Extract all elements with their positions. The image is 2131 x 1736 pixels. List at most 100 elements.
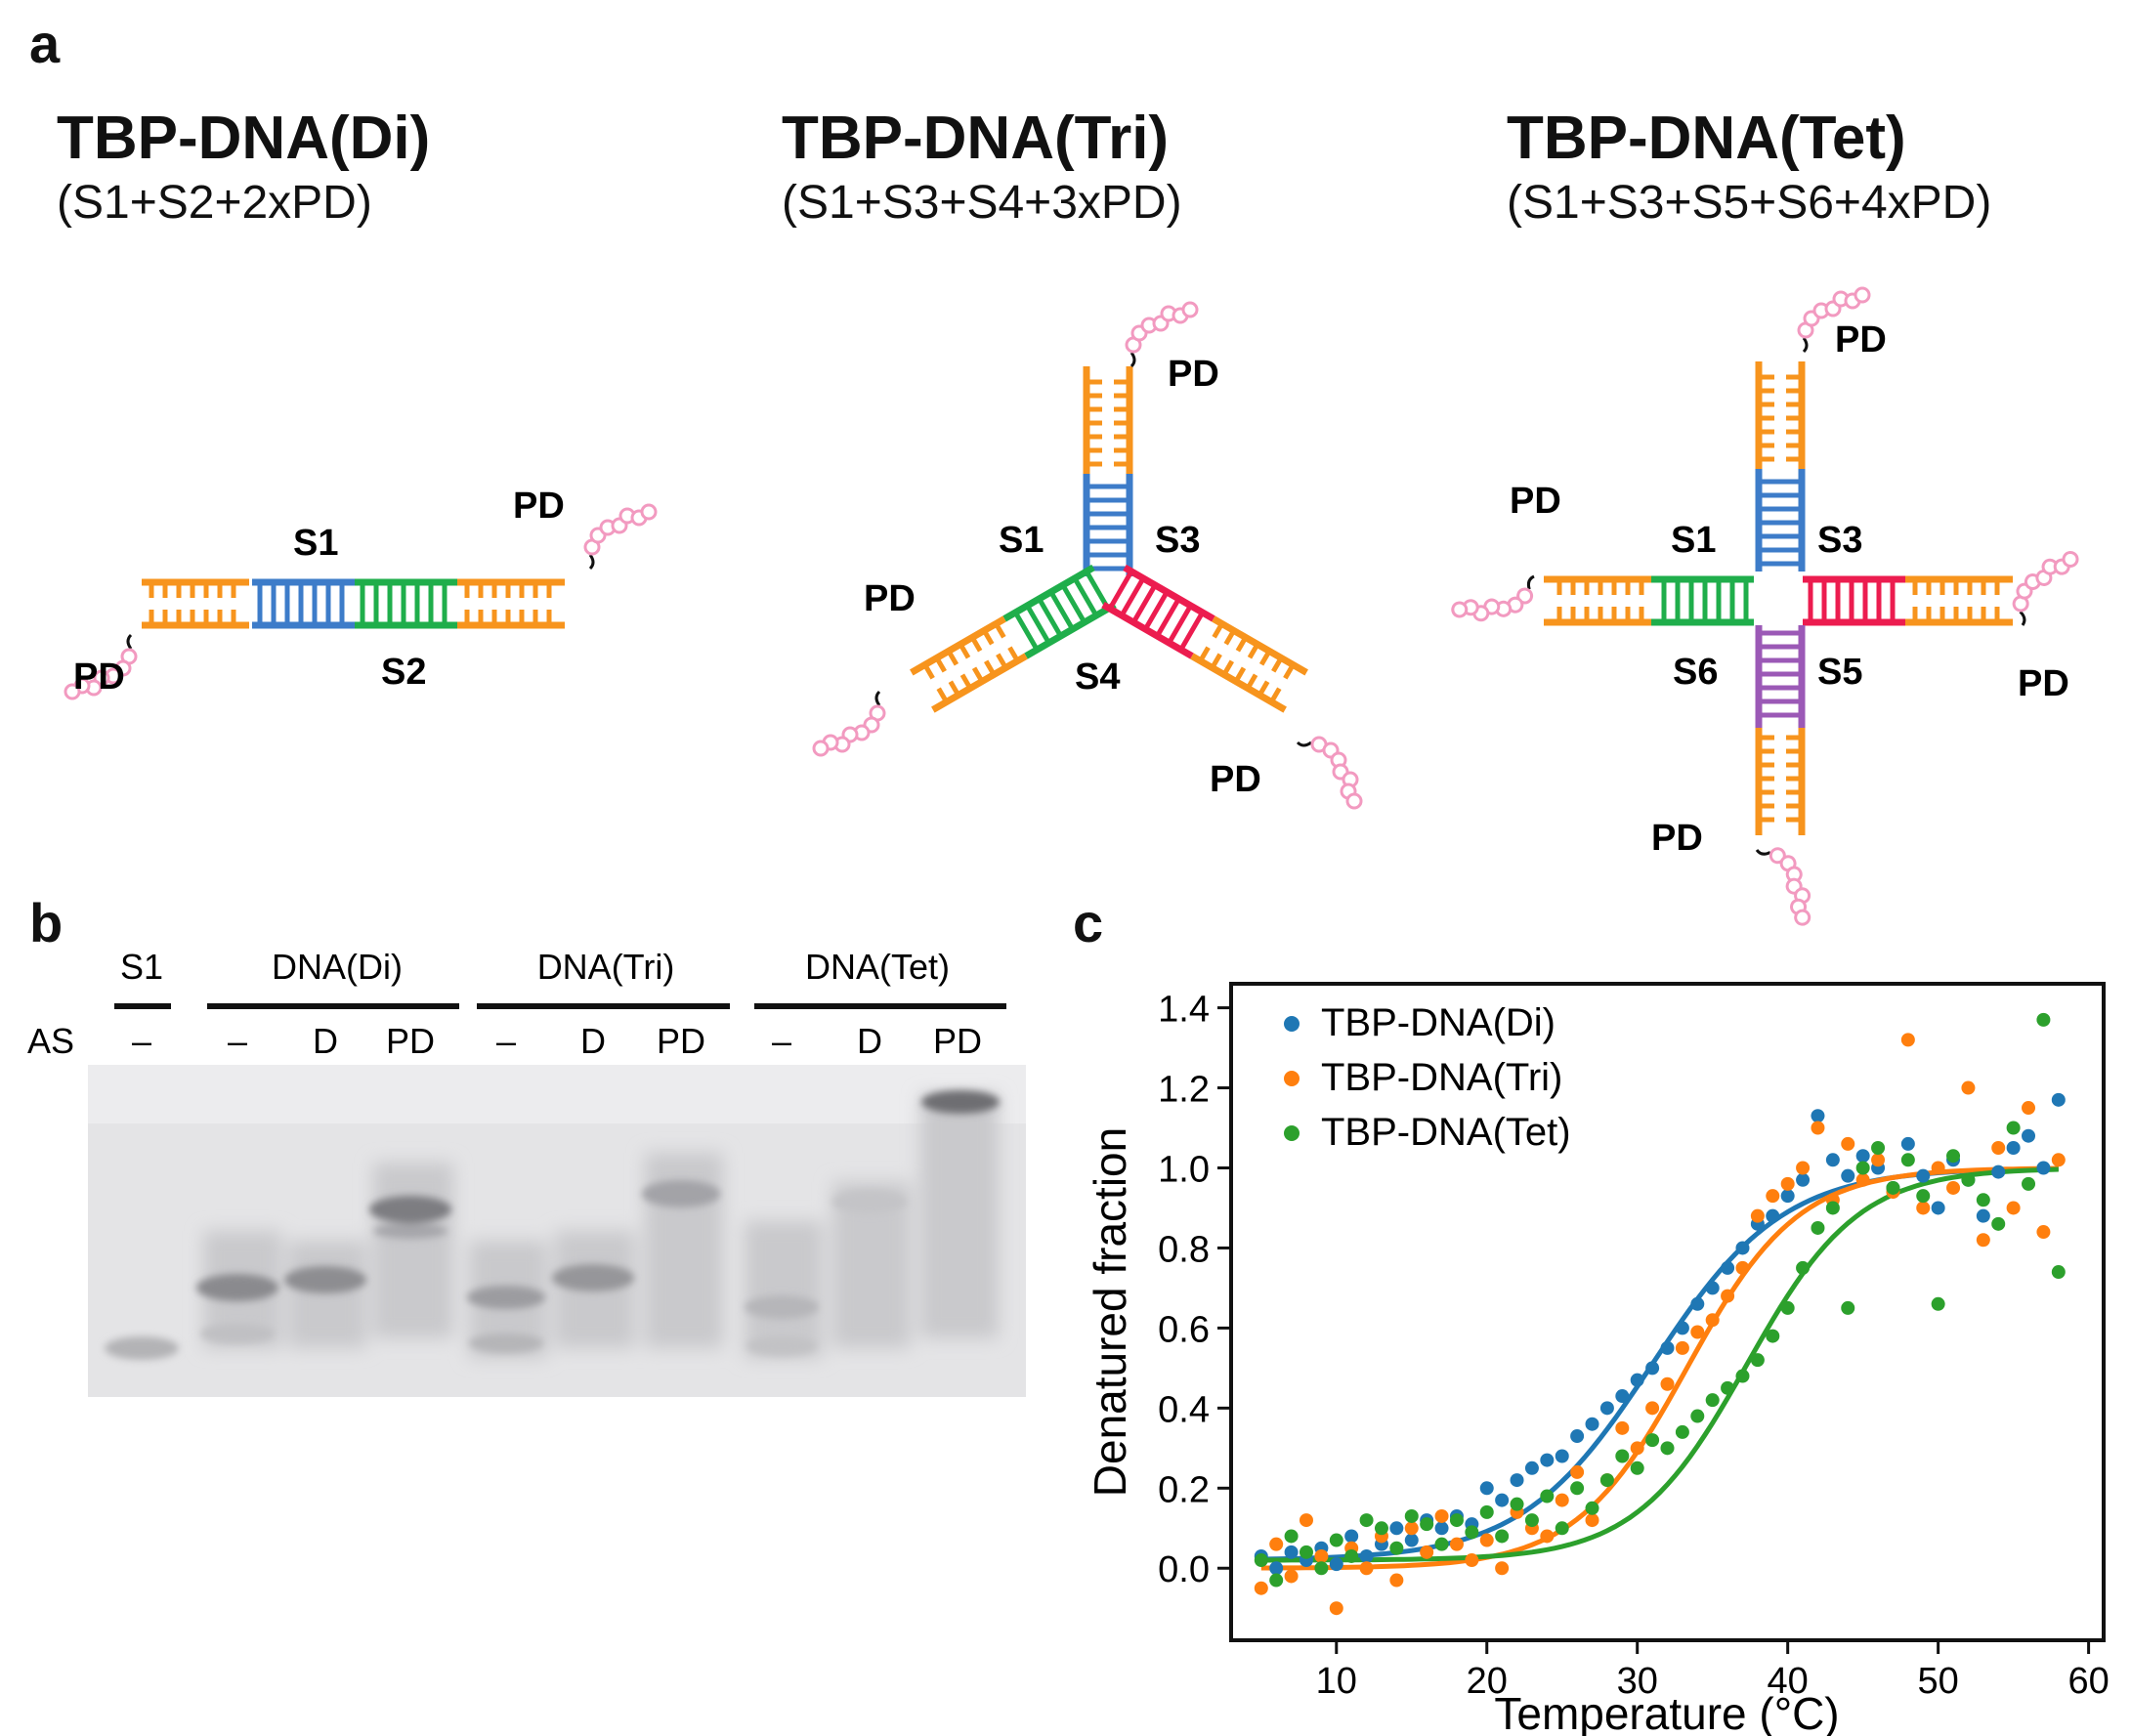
legend-marker [1284, 1071, 1300, 1086]
lane-label-tet-2: D [857, 1021, 882, 1061]
data-point [1495, 1561, 1510, 1576]
y-tick-label: 0.8 [1158, 1229, 1210, 1270]
data-point [1735, 1260, 1750, 1275]
tri-construct: S1 S3 S4 PD PD PD [812, 301, 1363, 810]
data-point [1314, 1548, 1329, 1563]
tri-s4-label: S4 [1075, 656, 1120, 698]
data-point [1645, 1361, 1660, 1376]
data-point [1420, 1517, 1434, 1532]
legend-marker [1284, 1125, 1300, 1141]
data-point [1540, 1529, 1555, 1544]
y-tick-label: 0.6 [1158, 1309, 1210, 1350]
data-point [1841, 1300, 1855, 1315]
data-point [1796, 1172, 1811, 1187]
gel-group-di: DNA(Di) [272, 947, 403, 987]
data-point [1434, 1537, 1449, 1551]
tet-subtitle: (S1+S3+S5+S6+4xPD) [1507, 177, 1992, 229]
data-point [1750, 1353, 1765, 1368]
data-point [1284, 1569, 1299, 1584]
tri-pd-left-label: PD [864, 578, 916, 619]
x-axis: 10 20 30 40 50 60 [1316, 1640, 2110, 1702]
di-pd-bottom-label: PD [73, 656, 125, 698]
data-point [1359, 1561, 1374, 1576]
data-point [1796, 1260, 1811, 1275]
data-point [1570, 1481, 1585, 1496]
data-point [1766, 1208, 1780, 1223]
data-point [1630, 1373, 1644, 1387]
lane-label-di-3: PD [386, 1021, 435, 1061]
data-point [1900, 1153, 1915, 1167]
data-point [1329, 1557, 1343, 1572]
data-point [1811, 1220, 1825, 1235]
legend-label: TBP-DNA(Di) [1321, 1001, 1556, 1044]
data-point [2051, 1153, 2066, 1167]
lane-label-di-2: D [313, 1021, 338, 1061]
data-point [1314, 1561, 1329, 1576]
data-point [1961, 1080, 1976, 1095]
data-point [1510, 1473, 1524, 1488]
gel-group-tet: DNA(Tet) [805, 947, 950, 987]
data-point [2051, 1265, 2066, 1280]
data-point [1825, 1153, 1840, 1167]
data-point [1660, 1340, 1675, 1355]
data-point [1615, 1449, 1630, 1463]
data-point [1449, 1513, 1464, 1528]
tri-title: TBP-DNA(Tri) [782, 105, 1170, 172]
data-point [1254, 1581, 1268, 1595]
tri-pd-top-label: PD [1168, 354, 1219, 395]
data-point [1449, 1537, 1464, 1551]
panel-a-letter: a [29, 13, 61, 74]
data-point [1675, 1340, 1689, 1355]
data-point [1900, 1136, 1915, 1151]
data-point [1269, 1573, 1284, 1588]
data-point [2022, 1101, 2036, 1116]
data-point [1645, 1433, 1660, 1448]
data-point [2036, 1012, 2051, 1027]
data-point [1404, 1533, 1419, 1547]
gel-group-s1: S1 [120, 947, 163, 987]
y-tick-label: 1.0 [1158, 1149, 1210, 1190]
data-point [1434, 1508, 1449, 1523]
data-point [1705, 1313, 1720, 1328]
x-tick-label: 40 [1768, 1661, 1809, 1702]
tet-s1-label: S1 [1671, 520, 1716, 561]
data-point [1524, 1461, 1539, 1475]
tri-subtitle: (S1+S3+S4+3xPD) [782, 177, 1182, 229]
fit-line [1260, 1166, 2059, 1563]
panel-a-schematics: S1 S2 PD PD S1 S3 S4 PD PD PD [64, 286, 2089, 927]
data-point [1855, 1149, 1870, 1164]
data-points [1254, 1012, 2066, 1616]
legend-label: TBP-DNA(Tet) [1321, 1111, 1571, 1154]
data-point [1524, 1513, 1539, 1528]
gel-group-tri: DNA(Tri) [537, 947, 675, 987]
data-point [1479, 1533, 1494, 1547]
di-subtitle: (S1+S2+2xPD) [57, 177, 372, 229]
data-point [1479, 1481, 1494, 1496]
tri-pd-right-label: PD [1210, 759, 1261, 800]
data-point [1420, 1545, 1434, 1559]
data-point [1916, 1168, 1931, 1183]
y-tick-label: 0.2 [1158, 1469, 1210, 1510]
data-point [2036, 1161, 2051, 1175]
tet-pd-top-label: PD [1835, 319, 1887, 360]
data-point [2006, 1141, 2021, 1155]
data-point [1931, 1296, 1945, 1311]
data-point [1780, 1300, 1795, 1315]
data-point [1570, 1464, 1585, 1479]
di-construct: S1 S2 PD PD [64, 486, 658, 700]
x-tick-label: 10 [1316, 1661, 1357, 1702]
data-point [1630, 1441, 1644, 1456]
data-point [2022, 1176, 2036, 1191]
tet-s5-label: S5 [1817, 652, 1862, 693]
data-point [1495, 1529, 1510, 1544]
data-point [1389, 1541, 1404, 1555]
data-point [1344, 1548, 1359, 1563]
data-point [2006, 1121, 2021, 1135]
lane-label-tri-1: – [496, 1021, 516, 1061]
data-point [1269, 1561, 1284, 1576]
data-point [1931, 1201, 1945, 1215]
data-point [1780, 1176, 1795, 1191]
data-point [1465, 1553, 1479, 1568]
data-point [1299, 1513, 1313, 1528]
data-point [1841, 1136, 1855, 1151]
